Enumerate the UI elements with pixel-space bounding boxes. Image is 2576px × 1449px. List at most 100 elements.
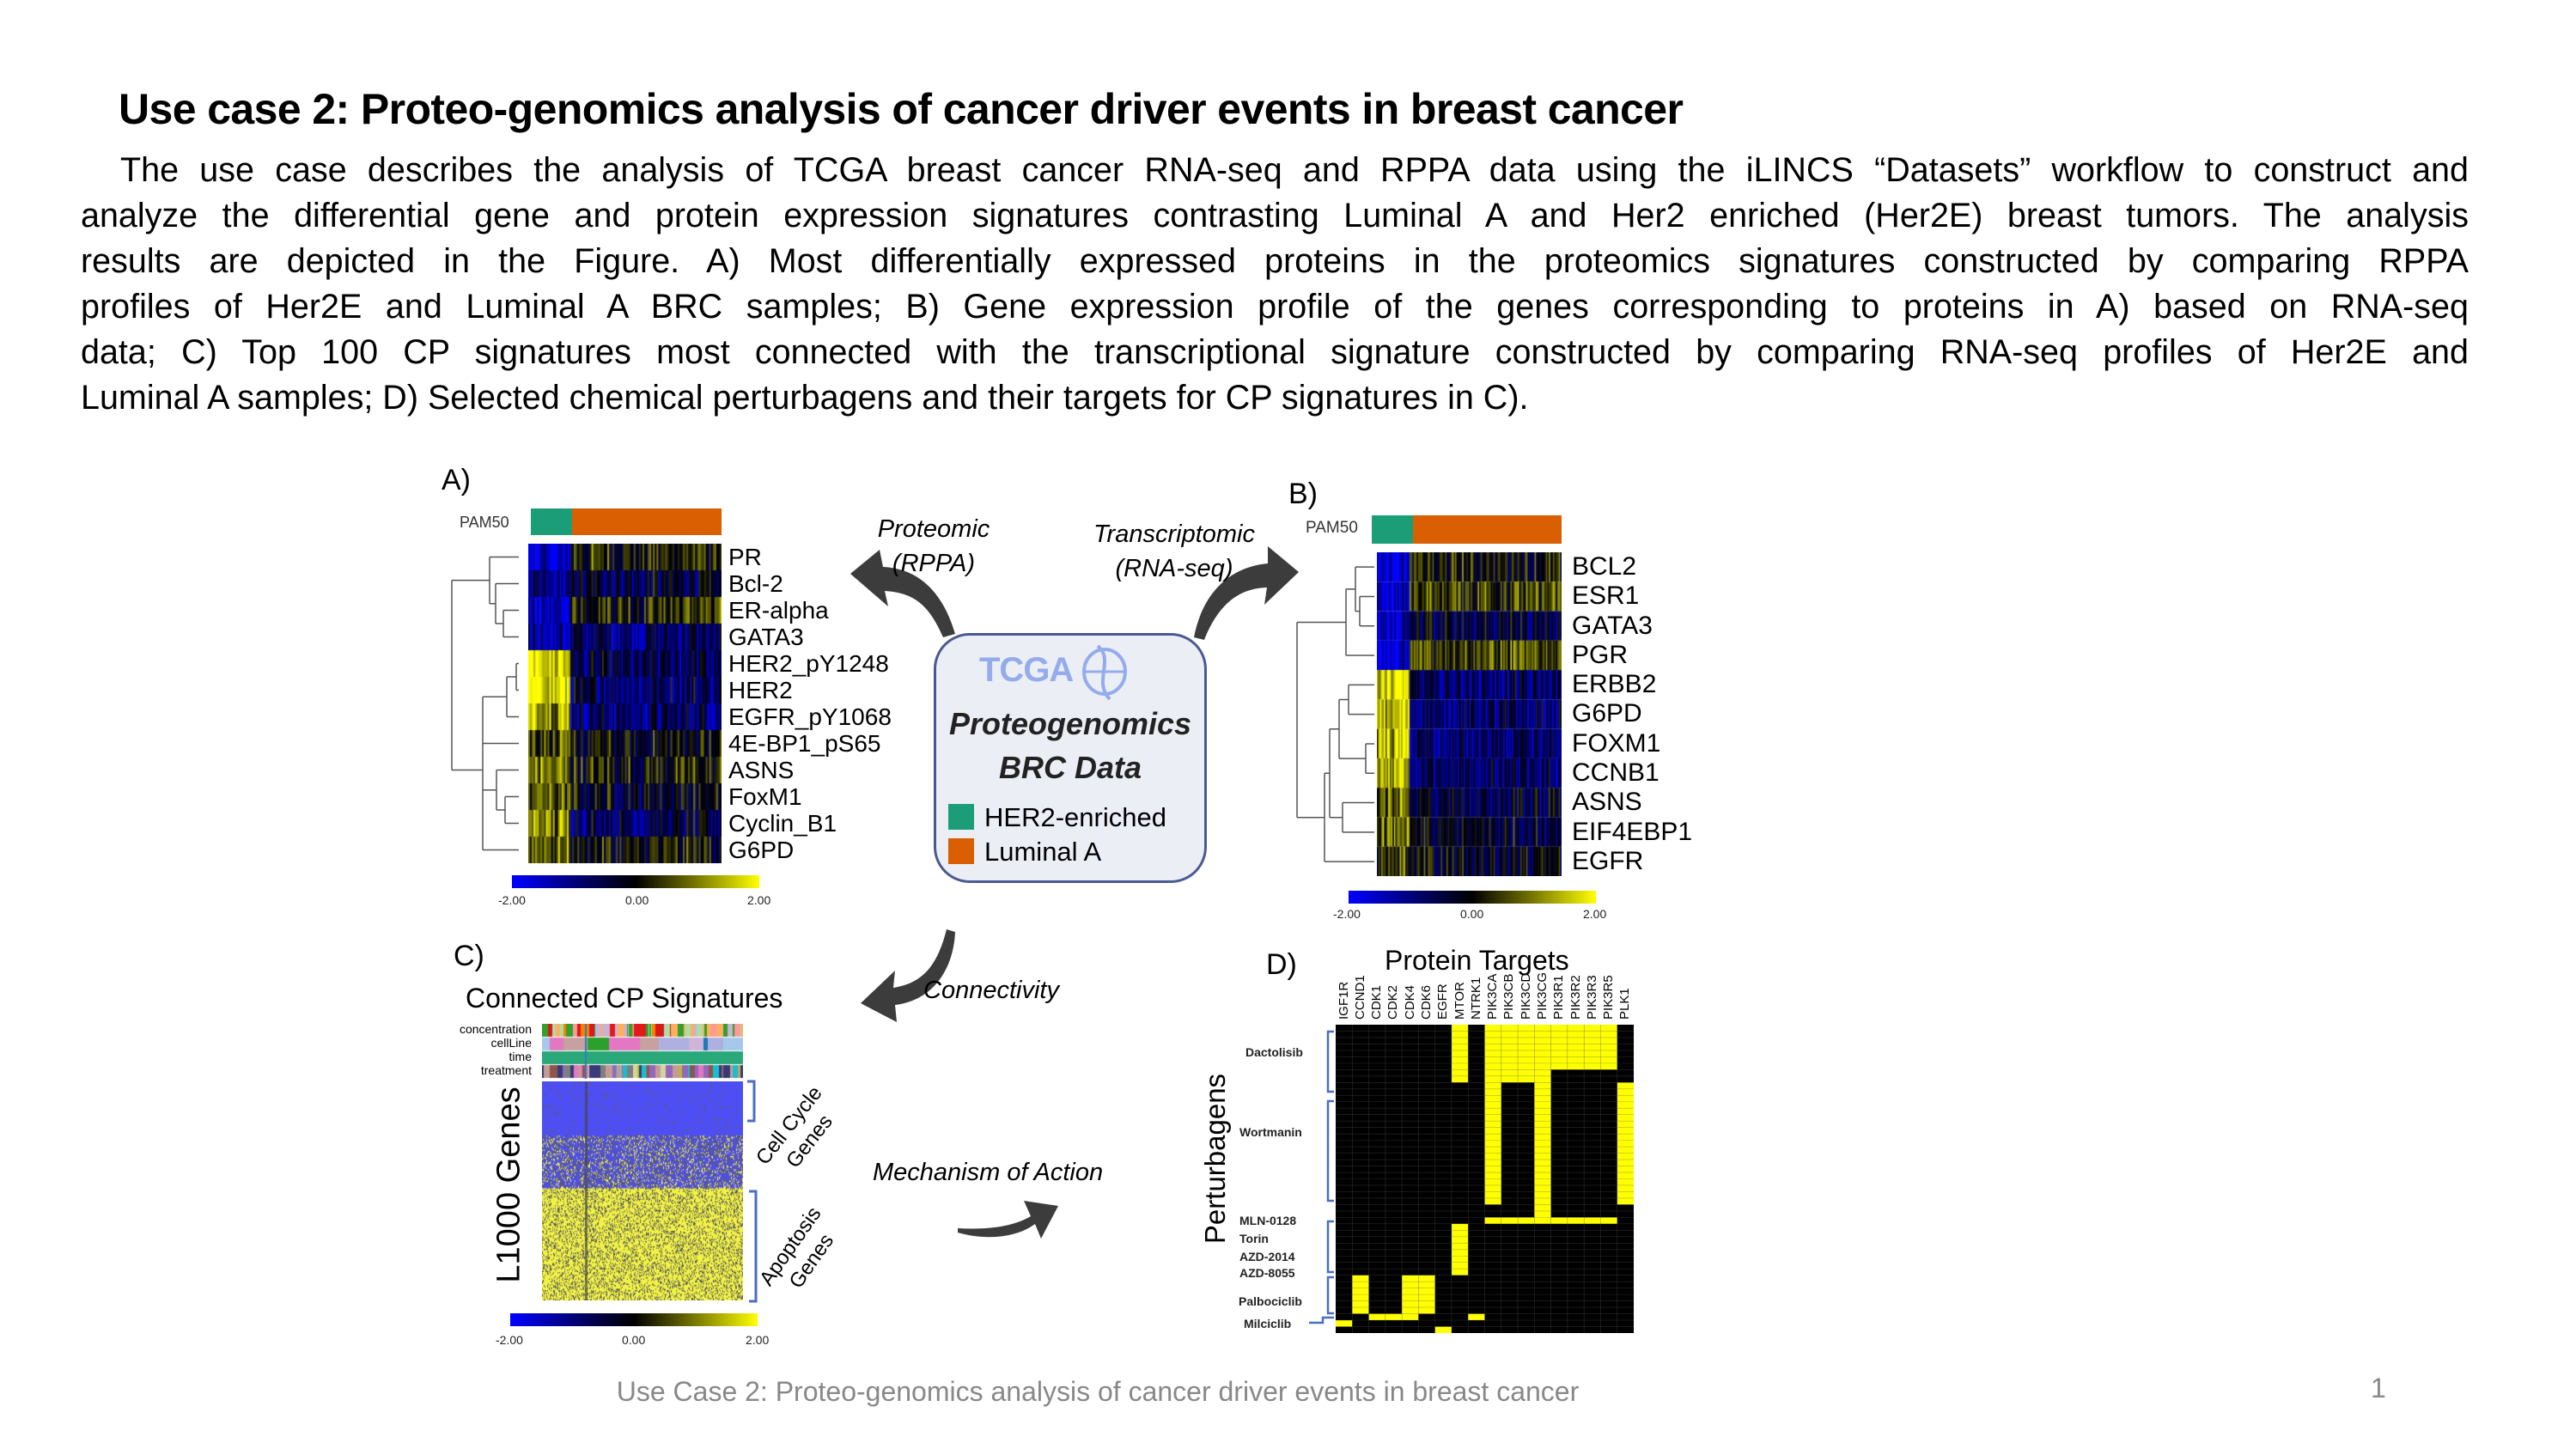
target-cell-pik3cb bbox=[1501, 1025, 1519, 1083]
slide-body-text: The use case describes the analysis of T… bbox=[81, 148, 2469, 421]
panel_b-row-label: FOXM1 bbox=[1572, 728, 1661, 758]
target-cell-pik3ca bbox=[1484, 1025, 1501, 1205]
target-cell-pik3cd bbox=[1518, 1025, 1535, 1083]
panel_a-row-label: ER-alpha bbox=[728, 597, 829, 624]
dendrogram-branches bbox=[451, 556, 519, 851]
panel-b-colorbar bbox=[1349, 891, 1596, 904]
legend-label-her2: HER2-enriched bbox=[984, 802, 1166, 832]
target-cell-pik3r3 bbox=[1584, 1217, 1601, 1224]
slide-footer: Use Case 2: Proteo-genomics analysis of … bbox=[616, 1376, 1580, 1407]
target-cell-cdk4 bbox=[1402, 1275, 1419, 1321]
panel_b-row-label: G6PD bbox=[1572, 699, 1642, 728]
apoptosis-bracket bbox=[749, 1190, 758, 1303]
body-line: results are depicted in the Figure. A) M… bbox=[81, 242, 2469, 280]
panel-c-cb-min: -2.00 bbox=[496, 1333, 523, 1347]
target-cell-pik3ca bbox=[1484, 1217, 1501, 1224]
panel_a-row-label: EGFR_pY1068 bbox=[728, 703, 892, 730]
perturbagen-label: Torin bbox=[1239, 1232, 1269, 1245]
target-cell-ntrk1 bbox=[1468, 1313, 1485, 1321]
target-column-label: MTOR bbox=[1452, 982, 1467, 1020]
panel-c-cb-mid: 0.00 bbox=[622, 1333, 646, 1347]
panel-a-cb-max: 2.00 bbox=[747, 893, 771, 907]
globe-icon bbox=[1082, 644, 1127, 701]
panel-c-title: Connected CP Signatures bbox=[466, 983, 783, 1014]
target-column-label: PIK3CG bbox=[1534, 971, 1550, 1020]
perturbagen-label: Dactolisib bbox=[1245, 1045, 1303, 1059]
panel_a-row-label: ASNS bbox=[728, 757, 795, 783]
transcriptomic-label: Transcriptomic bbox=[1093, 521, 1255, 548]
panel-a-pam50-label: PAM50 bbox=[460, 514, 509, 531]
body-line: The use case describes the analysis of T… bbox=[120, 151, 2469, 189]
panel_a-row-label: Bcl-2 bbox=[728, 570, 783, 597]
panel-b-heatmap bbox=[1377, 552, 1562, 876]
panel-b-pam50-label: PAM50 bbox=[1306, 519, 1358, 537]
panel-a-dendrogram bbox=[451, 556, 519, 851]
panel_a-row-label: PR bbox=[728, 544, 762, 570]
perturbagen-label: AZD-2014 bbox=[1239, 1250, 1295, 1263]
panel-b-her2-bar bbox=[1372, 515, 1413, 544]
panel-a-label: A) bbox=[442, 464, 471, 496]
panel_b-row-label: CCNB1 bbox=[1572, 758, 1659, 788]
arrow-transcriptomic-icon bbox=[1194, 546, 1299, 640]
rnaseq-label: (RNA-seq) bbox=[1115, 555, 1233, 582]
annotation-label-cellline: cellLine bbox=[490, 1036, 532, 1050]
target-column-label: IGF1R bbox=[1336, 981, 1351, 1020]
body-line: data; C) Top 100 CP signatures most conn… bbox=[81, 333, 2469, 371]
target-cell-pik3r2 bbox=[1567, 1217, 1585, 1224]
target-cell-pik3r5 bbox=[1600, 1217, 1617, 1224]
annotation-label-time: time bbox=[509, 1050, 532, 1063]
panel-a-luminal-bar bbox=[572, 508, 722, 535]
target-cell-igf1r bbox=[1336, 1320, 1353, 1327]
target-column-label: PIK3CB bbox=[1501, 973, 1517, 1020]
page-number: 1 bbox=[2371, 1373, 2386, 1403]
panel-d-title: Protein Targets bbox=[1385, 945, 1569, 976]
panel-c-label: C) bbox=[454, 940, 484, 972]
panel-b-cb-max: 2.00 bbox=[1583, 907, 1607, 921]
arrow-connectivity-icon bbox=[861, 929, 955, 1022]
legend-label-luminal: Luminal A bbox=[984, 837, 1102, 867]
panel-d-brackets bbox=[1309, 1030, 1334, 1324]
panel_b-row-label: PGR bbox=[1572, 640, 1629, 669]
perturbagen-label: Wortmanin bbox=[1239, 1125, 1302, 1139]
arrow-moa-icon bbox=[958, 1201, 1058, 1239]
panel-c-annotation-bars bbox=[542, 1024, 743, 1079]
panel-d-ylabel: Perturbagens bbox=[1199, 1073, 1231, 1245]
panel_b-row-label: GATA3 bbox=[1572, 611, 1653, 640]
panel-c-heatmap bbox=[542, 1081, 743, 1300]
panel_a-row-label: GATA3 bbox=[728, 624, 804, 650]
cell-cycle-bracket bbox=[747, 1080, 756, 1123]
perturbagen-label: Palbociclib bbox=[1239, 1294, 1302, 1308]
panel-c-brackets bbox=[747, 1080, 758, 1303]
panel-a-heatmap bbox=[528, 544, 722, 863]
target-column-label: PIK3R5 bbox=[1601, 975, 1617, 1020]
proteomic-label: Proteomic bbox=[877, 515, 990, 543]
panel_a-row-label: HER2_pY1248 bbox=[728, 650, 889, 677]
target-cell-pik3cb bbox=[1501, 1217, 1519, 1224]
target-cell-pik3r1 bbox=[1550, 1025, 1568, 1070]
panel-a-cb-min: -2.00 bbox=[498, 893, 526, 907]
panel_a-row-label: Cyclin_B1 bbox=[728, 810, 837, 837]
panel-d-label: D) bbox=[1266, 948, 1297, 981]
panel-b-cb-mid: 0.00 bbox=[1460, 907, 1484, 921]
panel-b-label: B) bbox=[1288, 478, 1318, 510]
annotation-label-treatment: treatment bbox=[480, 1063, 532, 1077]
panel_b-row-label: ESR1 bbox=[1572, 581, 1640, 611]
perturbagen-label: AZD-8055 bbox=[1239, 1266, 1295, 1280]
perturbagen-label: Milciclib bbox=[1244, 1317, 1292, 1330]
panel-c-ylabel: L1000 Genes bbox=[490, 1087, 527, 1283]
target-cell-plk1 bbox=[1617, 1082, 1634, 1205]
target-cell-pik3r2 bbox=[1567, 1025, 1585, 1070]
target-cell-cdk1 bbox=[1368, 1313, 1385, 1321]
body-line: profiles of Her2E and Luminal A BRC samp… bbox=[81, 288, 2469, 326]
panel-b-dendrogram bbox=[1296, 566, 1374, 862]
panel-b-cb-min: -2.00 bbox=[1333, 907, 1361, 921]
panel-a-her2-bar bbox=[531, 508, 572, 535]
tcga-data-box: TCGA Proteogenomics BRC Data HER2-enrich… bbox=[934, 633, 1207, 883]
body-line: analyze the differential gene and protei… bbox=[81, 197, 2469, 234]
panel-b-luminal-bar bbox=[1413, 515, 1562, 544]
legend-swatch-her2 bbox=[948, 804, 974, 830]
panel-a-cb-mid: 0.00 bbox=[625, 893, 649, 907]
panel_a-row-label: G6PD bbox=[728, 837, 795, 863]
target-column-label: NTRK1 bbox=[1468, 977, 1483, 1020]
annotation-label-concentration: concentration bbox=[459, 1022, 532, 1036]
